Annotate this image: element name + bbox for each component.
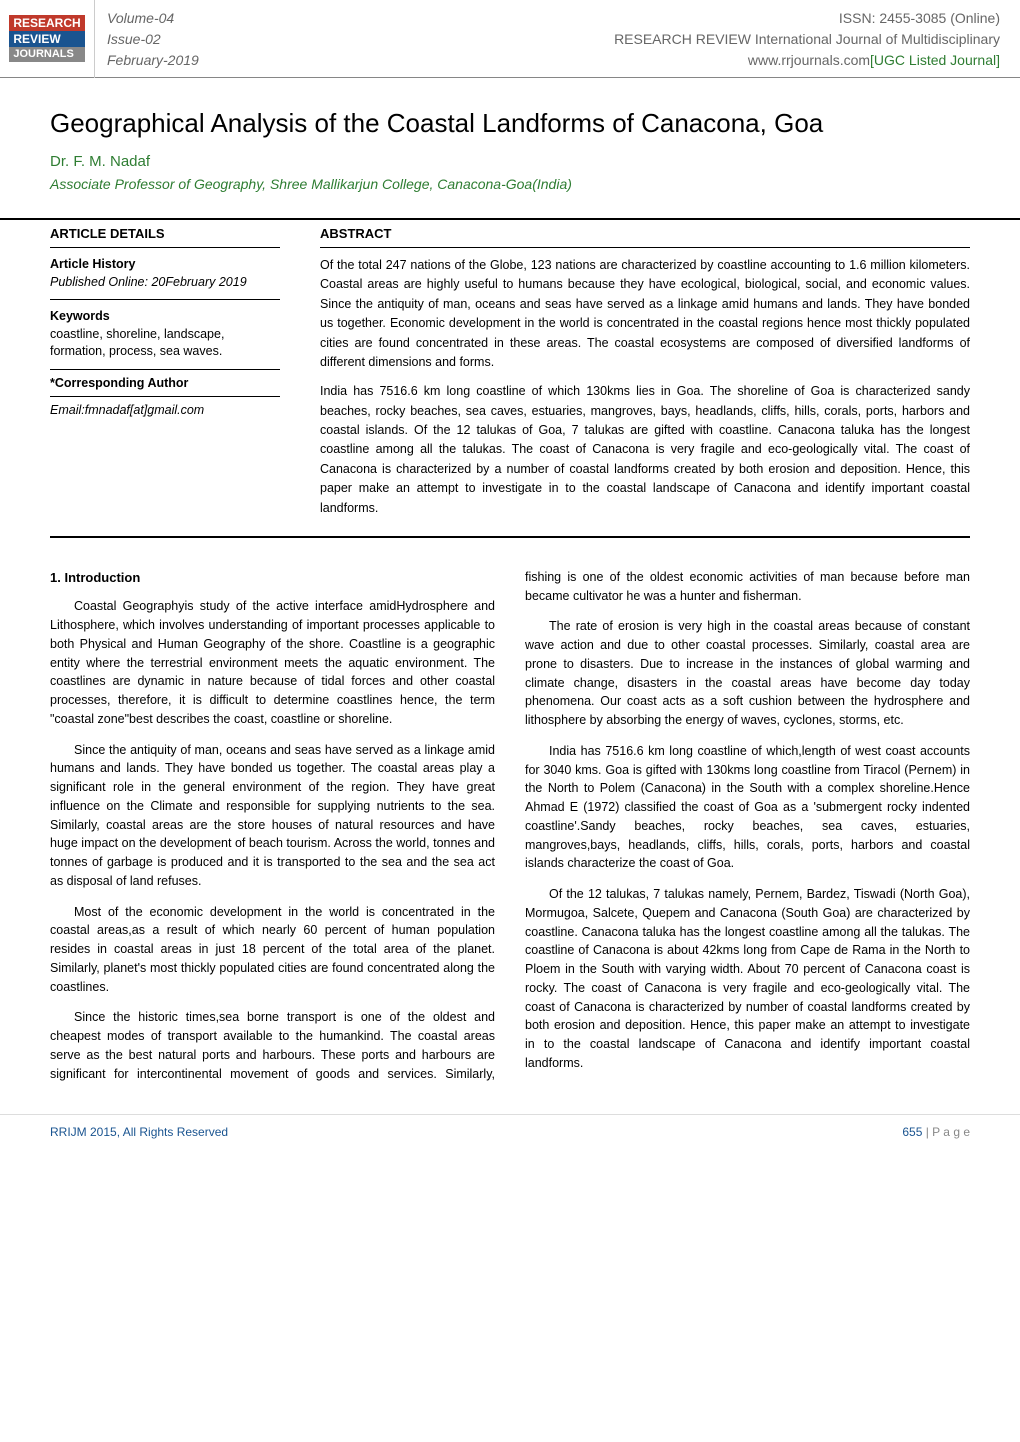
footer-copyright: RRIJM 2015, All Rights Reserved (50, 1125, 228, 1139)
issue-text: Issue-02 (107, 29, 283, 50)
ugc-listed: [UGC Listed Journal] (870, 52, 1000, 68)
body-para-1: Coastal Geographyis study of the active … (50, 597, 495, 728)
details-abstract-row: ARTICLE DETAILS Article History Publishe… (0, 218, 1020, 536)
journal-url-line: www.rrjournals.com[UGC Listed Journal] (315, 50, 1000, 71)
intro-heading: 1. Introduction (50, 568, 495, 588)
history-value: Published Online: 20February 2019 (50, 274, 280, 292)
volume-text: Volume-04 (107, 8, 283, 29)
footer-page: 655 | P a g e (902, 1125, 970, 1139)
journal-logo: RESEARCH REVIEW JOURNALS (0, 0, 95, 78)
logo-line-3: JOURNALS (9, 47, 84, 62)
body-para-5: The rate of erosion is very high in the … (525, 617, 970, 730)
body-para-7: Of the 12 talukas, 7 talukas namely, Per… (525, 885, 970, 1073)
logo-line-2: REVIEW (9, 31, 84, 47)
abstract-para-1: Of the total 247 nations of the Globe, 1… (320, 256, 970, 372)
abstract-text: Of the total 247 nations of the Globe, 1… (320, 248, 970, 536)
logo-stack: RESEARCH REVIEW JOURNALS (9, 15, 84, 62)
abstract-heading: ABSTRACT (320, 220, 970, 248)
page-label: | P a g e (926, 1125, 970, 1139)
author-affiliation: Associate Professor of Geography, Shree … (50, 176, 970, 192)
abstract-column: ABSTRACT Of the total 247 nations of the… (300, 220, 970, 536)
corresponding-author-email: Email:fmnadaf[at]gmail.com (50, 397, 280, 423)
article-history-block: Article History Published Online: 20Febr… (50, 248, 280, 300)
author-name: Dr. F. M. Nadaf (50, 153, 970, 170)
volume-info: Volume-04 Issue-02 February-2019 (95, 0, 295, 78)
corresponding-author-label: *Corresponding Author (50, 370, 280, 397)
issn-text: ISSN: 2455-3085 (Online) (315, 8, 1000, 29)
page-number: 655 (902, 1125, 922, 1139)
abstract-divider (50, 536, 970, 538)
journal-url: www.rrjournals.com (748, 52, 870, 68)
body-para-6: India has 7516.6 km long coastline of wh… (525, 742, 970, 873)
page-footer: RRIJM 2015, All Rights Reserved 655 | P … (0, 1114, 1020, 1149)
body-section: 1. Introduction Coastal Geographyis stud… (0, 558, 1020, 1114)
body-para-2: Since the antiquity of man, oceans and s… (50, 741, 495, 891)
journal-title-box: ISSN: 2455-3085 (Online) RESEARCH REVIEW… (295, 0, 1020, 78)
abstract-para-2: India has 7516.6 km long coastline of wh… (320, 382, 970, 518)
journal-name: RESEARCH REVIEW International Journal of… (315, 29, 1000, 50)
article-details-column: ARTICLE DETAILS Article History Publishe… (50, 220, 300, 536)
keywords-label: Keywords (50, 308, 280, 326)
keywords-block: Keywords coastline, shoreline, landscape… (50, 300, 280, 370)
body-para-3: Most of the economic development in the … (50, 903, 495, 997)
logo-line-1: RESEARCH (9, 15, 84, 31)
page-header: RESEARCH REVIEW JOURNALS Volume-04 Issue… (0, 0, 1020, 78)
history-label: Article History (50, 256, 280, 274)
keywords-value: coastline, shoreline, landscape, formati… (50, 326, 280, 361)
details-heading: ARTICLE DETAILS (50, 220, 280, 248)
title-section: Geographical Analysis of the Coastal Lan… (0, 78, 1020, 218)
month-text: February-2019 (107, 50, 283, 71)
paper-title: Geographical Analysis of the Coastal Lan… (50, 108, 970, 139)
